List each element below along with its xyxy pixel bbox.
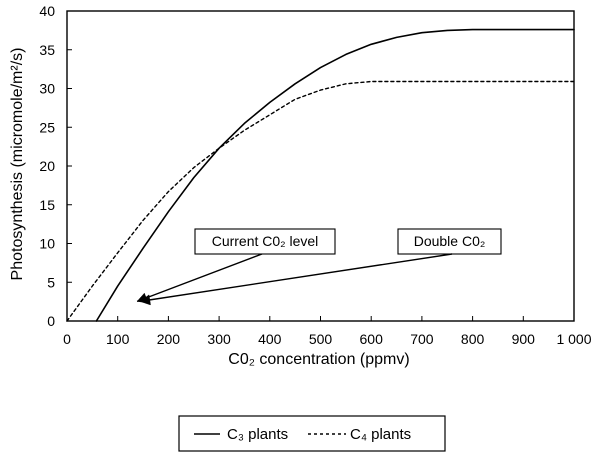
y-tick-label: 15 xyxy=(39,197,55,213)
legend-label-c4: C₄ plants xyxy=(350,426,411,443)
x-tick-label: 0 xyxy=(63,331,71,347)
y-tick-label: 35 xyxy=(39,42,55,58)
y-tick-label: 30 xyxy=(39,81,55,97)
x-tick-label: 600 xyxy=(360,331,384,347)
series-group xyxy=(66,28,575,322)
x-tick-label: 200 xyxy=(157,331,181,347)
x-tick-label: 300 xyxy=(207,331,231,347)
x-tick-label: 1 000 xyxy=(556,331,591,347)
legend: C₃ plants C₄ plants xyxy=(178,415,446,452)
series-line-c3 xyxy=(95,28,575,322)
annotation-arrow-shaft xyxy=(140,253,453,303)
legend-box xyxy=(178,415,446,452)
ticks-group: 0 100 200 300 400 500 600 700 800 900 1 000 0 5 10 15 2… xyxy=(39,3,591,347)
series-line-c4 xyxy=(66,80,575,322)
x-axis-title: C0₂ concentration (ppmv) xyxy=(228,351,409,368)
y-tick-label: 0 xyxy=(47,313,55,329)
x-tick-label: 700 xyxy=(410,331,434,347)
y-tick-label: 40 xyxy=(39,3,55,19)
y-tick-label: 5 xyxy=(47,274,55,290)
x-tick-label: 400 xyxy=(258,331,282,347)
annotations-group: Current C0₂ level Double C0₂ xyxy=(136,228,502,306)
annotation-box xyxy=(397,228,502,255)
y-axis-title: Photosynthesis (micromole/m²/s) xyxy=(9,48,26,281)
y-tick-label: 10 xyxy=(39,236,55,252)
x-tick-label: 900 xyxy=(512,331,536,347)
legend-label-c3: C₃ plants xyxy=(227,426,288,443)
annotation-box xyxy=(194,228,336,255)
annotation-arrow-head xyxy=(139,294,151,306)
annotation-arrow-shaft xyxy=(136,253,263,303)
y-tick-label: 20 xyxy=(39,158,55,174)
x-tick-label: 100 xyxy=(106,331,130,347)
x-tick-label: 500 xyxy=(309,331,333,347)
annotation-double-co2: Double C0₂ xyxy=(139,228,502,306)
annotation-label: Current C0₂ level xyxy=(212,233,319,249)
y-tick-label: 25 xyxy=(39,119,55,135)
annotation-label: Double C0₂ xyxy=(414,233,486,249)
x-tick-label: 800 xyxy=(461,331,485,347)
annotation-current-co2: Current C0₂ level xyxy=(136,228,336,303)
